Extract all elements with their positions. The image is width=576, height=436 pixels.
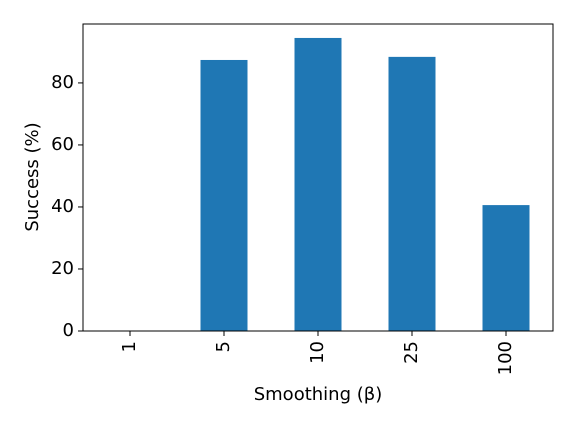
bar xyxy=(294,37,342,332)
y-tick-label: 0 xyxy=(63,320,74,341)
x-tick-label: 5 xyxy=(213,341,234,352)
plot-frame xyxy=(82,23,554,332)
bar xyxy=(482,205,530,331)
x-tick-label: 100 xyxy=(495,341,516,375)
x-axis-label: Smoothing (β) xyxy=(254,384,383,405)
y-tick-label: 80 xyxy=(51,72,74,93)
x-tick-label: 1 xyxy=(119,341,140,352)
y-axis-label: Success (%) xyxy=(22,122,43,231)
x-tick-label: 25 xyxy=(401,341,422,364)
y-tick-label: 40 xyxy=(51,196,74,217)
y-tick-label: 60 xyxy=(51,134,74,155)
bar xyxy=(200,59,248,332)
bar xyxy=(388,56,436,332)
y-tick-label: 20 xyxy=(51,258,74,279)
x-tick-label: 10 xyxy=(307,341,328,364)
